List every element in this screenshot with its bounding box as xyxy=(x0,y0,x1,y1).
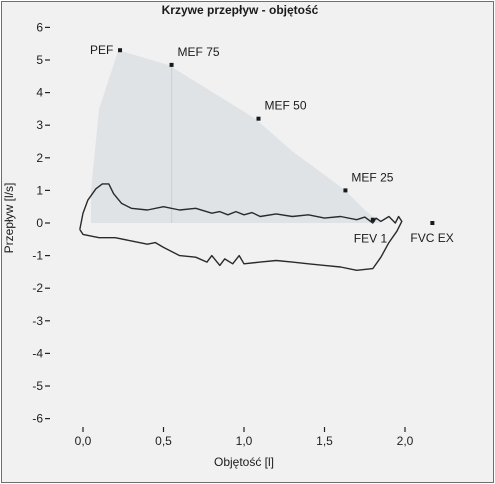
y-tick-label: 3 xyxy=(36,118,43,132)
label-fvc-ex: FVC EX xyxy=(410,231,453,245)
y-tick-label: 6 xyxy=(36,20,43,34)
reference-area xyxy=(91,50,381,224)
point-mef-50 xyxy=(256,116,261,121)
y-tick-label: -1 xyxy=(32,249,43,263)
y-tick-label: 2 xyxy=(36,151,43,165)
y-tick-label: -5 xyxy=(32,379,43,393)
point-fev-1 xyxy=(370,217,375,222)
y-tick-label: 0 xyxy=(36,216,43,230)
flow-volume-curve xyxy=(79,183,403,271)
label-pef: PEF xyxy=(90,43,113,57)
y-tick-label: 5 xyxy=(36,53,43,67)
label-mef-25: MEF 25 xyxy=(351,170,393,184)
y-tick-label: -4 xyxy=(32,346,43,360)
y-tick-label: -6 xyxy=(32,412,43,426)
chart-title: Krzywe przepływ - objętość xyxy=(162,3,319,17)
y-axis-label: Przepływ [l/s] xyxy=(2,183,16,254)
y-tick-label: -3 xyxy=(32,314,43,328)
point-pef xyxy=(118,48,123,53)
x-axis-label: Objętość [l] xyxy=(214,455,274,469)
point-mef-25 xyxy=(343,188,348,193)
y-tick-label: 4 xyxy=(36,86,43,100)
label-mef-75: MEF 75 xyxy=(178,45,220,59)
point-mef-75 xyxy=(169,62,174,67)
y-tick-label: -2 xyxy=(32,281,43,295)
y-tick-label: 1 xyxy=(36,183,43,197)
x-tick-label: 1,5 xyxy=(316,434,333,448)
x-tick-label: 0,5 xyxy=(155,434,172,448)
label-fev-1: FEV 1 xyxy=(354,232,388,246)
x-tick-label: 0,0 xyxy=(75,434,92,448)
x-tick-label: 2,0 xyxy=(397,434,414,448)
label-mef-50: MEF 50 xyxy=(264,99,306,113)
x-tick-label: 1,0 xyxy=(236,434,253,448)
point-fvc-ex xyxy=(430,221,435,225)
